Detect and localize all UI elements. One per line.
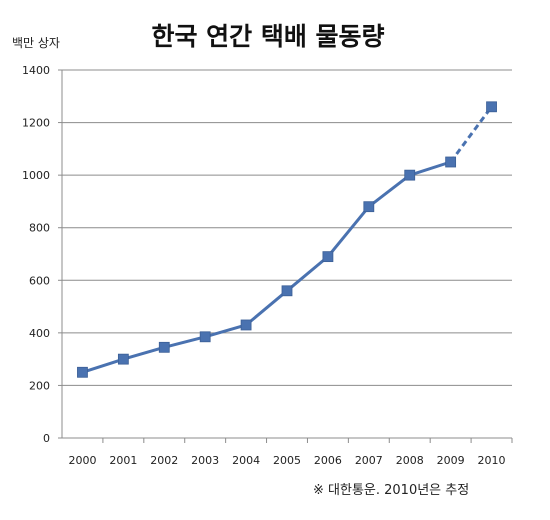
y-tick-label: 0 (43, 432, 50, 445)
line-segment (245, 289, 288, 327)
x-tick-labels: 2000 2001 2002 2003 2004 2005 2006 2007 2008 2009… (68, 454, 505, 467)
x-tick-label: 2004 (232, 454, 260, 467)
x-tick-label: 2009 (437, 454, 465, 467)
x-tick-label: 2007 (355, 454, 383, 467)
x-tick-label: 2000 (68, 454, 96, 467)
y-tick-label: 1200 (22, 117, 50, 130)
line-segment (409, 160, 452, 177)
x-tick-label: 2010 (478, 454, 506, 467)
line-segment (367, 173, 411, 208)
data-point-2009 (445, 156, 457, 168)
y-tick-label: 1000 (22, 169, 50, 182)
x-tick-label: 2001 (109, 454, 137, 467)
x-tick-label: 2003 (191, 454, 219, 467)
x-tick-label: 2005 (273, 454, 301, 467)
grid (58, 69, 513, 443)
y-tick-label: 200 (29, 379, 50, 392)
x-tick-label: 2006 (314, 454, 342, 467)
data-point-2001 (117, 353, 129, 365)
series-markers (77, 101, 497, 378)
y-tick-label: 1400 (22, 64, 50, 77)
line-segment (122, 345, 165, 361)
data-point-2002 (158, 341, 170, 353)
y-tick-label: 800 (29, 222, 50, 235)
y-axis-label: 백만 상자 (12, 36, 60, 50)
y-tick-labels: 0 200 400 600 800 1000 1200 1400 (22, 64, 50, 445)
data-point-2004 (240, 319, 252, 331)
data-point-2006 (322, 251, 334, 263)
line-segment (326, 205, 370, 258)
source-note: ※ 대한통운. 2010년은 추정 (313, 483, 469, 498)
data-point-2005 (281, 285, 293, 297)
x-tick-label: 2002 (150, 454, 178, 467)
data-point-2007 (363, 201, 375, 213)
line-segment (163, 335, 206, 349)
line-segment (204, 323, 247, 339)
x-tick-label: 2008 (396, 454, 424, 467)
line-segment (81, 357, 124, 374)
data-point-2003 (199, 331, 211, 343)
line-segment (286, 255, 329, 292)
y-tick-label: 400 (29, 327, 50, 340)
series-line (81, 105, 493, 374)
data-point-2000 (77, 366, 88, 378)
y-tick-label: 600 (29, 274, 50, 287)
chart-title: 한국 연간 택배 물동량 (151, 22, 384, 51)
estimated-segment (449, 105, 493, 163)
data-point-2010 (486, 101, 497, 113)
data-point-2008 (404, 169, 416, 181)
